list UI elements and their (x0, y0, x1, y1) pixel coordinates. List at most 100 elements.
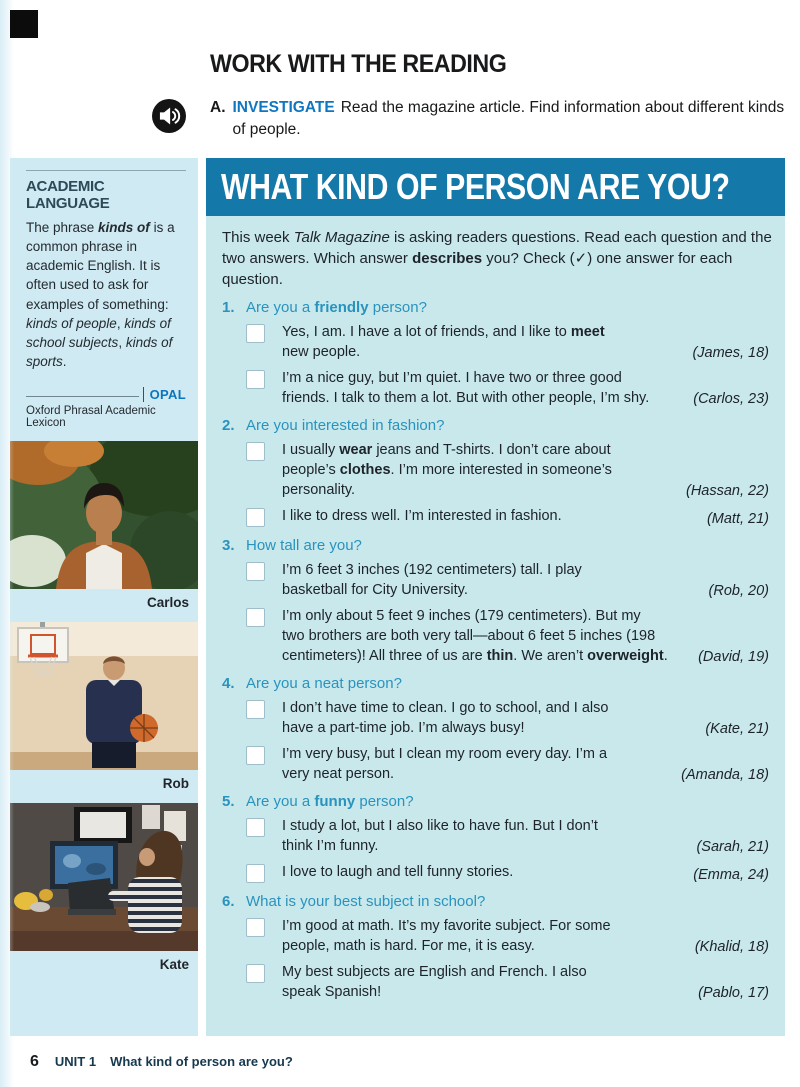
question-number: 4. (222, 674, 235, 692)
page-header: WORK WITH THE READING A. INVESTIGATE Read… (0, 0, 800, 142)
question-number: 1. (222, 298, 235, 316)
carlos-photo-image (10, 441, 198, 590)
answer-author: (Emma, 24) (693, 866, 769, 883)
answer-checkbox[interactable] (246, 863, 265, 883)
question-prompt: Are you a friendly person? (246, 298, 427, 316)
answer-author: (Hassan, 22) (685, 482, 769, 499)
answer-author: (Carlos, 23) (693, 390, 769, 407)
opal-source-name: Oxford Phrasal Academic Lexicon (26, 405, 156, 430)
activity-keyword: INVESTIGATE (232, 99, 335, 116)
photo-caption: Kate (159, 957, 189, 973)
answer-text: I’m very busy, but I clean my room every… (282, 745, 608, 782)
answer-author: (David, 19) (698, 648, 769, 665)
question-number: 2. (222, 416, 235, 434)
section-title: WORK WITH THE READING (210, 50, 507, 78)
answer-checkbox[interactable] (246, 699, 265, 719)
question-prompt: Are you a funny person? (246, 792, 414, 810)
answer-option: I’m good at math. It’s my favorite subje… (246, 916, 769, 956)
answer-author: (James, 18) (692, 344, 769, 361)
answer-checkbox[interactable] (246, 507, 265, 527)
photo-kate: Kate (10, 803, 198, 972)
answer-text: I study a lot, but I also like to have f… (282, 817, 598, 854)
answer-author: (Khalid, 18) (694, 938, 769, 955)
page-footer: 6 UNIT 1 What kind of person are you? (0, 1036, 800, 1071)
photo-caption: Rob (162, 776, 189, 792)
answer-author: (Rob, 20) (708, 582, 769, 599)
academic-language-title: ACADEMIC LANGUAGE (26, 177, 110, 212)
question-1: 1. Are you a friendly person? Yes, I am.… (222, 298, 769, 408)
answer-option: I usually wear jeans and T-shirts. I don… (246, 440, 769, 500)
answer-text: I’m good at math. It’s my favorite subje… (282, 917, 611, 954)
answer-checkbox[interactable] (246, 817, 265, 837)
answer-checkbox[interactable] (246, 561, 265, 581)
question-3: 3. How tall are you? I’m 6 feet 3 inches… (222, 536, 769, 666)
answer-checkbox[interactable] (246, 963, 265, 983)
answer-text: Yes, I am. I have a lot of friends, and … (282, 323, 605, 360)
article-header: WHAT KIND OF PERSON ARE YOU? (206, 157, 785, 216)
answer-text: My best subjects are English and French.… (282, 963, 587, 1000)
question-prompt: What is your best subject in school? (246, 892, 486, 910)
content-row: ACADEMIC LANGUAGE The phrase kinds of is… (0, 157, 800, 1036)
photo-carlos: Carlos (10, 441, 198, 610)
academic-language-box: ACADEMIC LANGUAGE The phrase kinds of is… (10, 158, 198, 429)
answer-author: (Kate, 21) (705, 720, 769, 737)
article-intro: This week Talk Magazine is asking reader… (222, 228, 772, 288)
divider (26, 169, 186, 171)
activity-a: A. INVESTIGATE Read the magazine article.… (152, 97, 785, 142)
question-6: 6. What is your best subject in school? … (222, 892, 769, 1002)
opal-label: OPAL (142, 387, 186, 403)
question-prompt: Are you a neat person? (246, 674, 402, 692)
sidebar: ACADEMIC LANGUAGE The phrase kinds of is… (10, 157, 198, 1036)
answer-option: I study a lot, but I also like to have f… (246, 816, 769, 856)
answer-checkbox[interactable] (246, 917, 265, 937)
kate-photo-image (10, 803, 198, 952)
magazine-article: WHAT KIND OF PERSON ARE YOU? This week T… (206, 157, 785, 1036)
page-number: 6 (30, 1052, 39, 1070)
question-5: 5. Are you a funny person? I study a lot… (222, 792, 769, 884)
unit-title: What kind of person are you? (110, 1053, 293, 1069)
answer-text: I’m only about 5 feet 9 inches (179 cent… (282, 607, 668, 664)
academic-language-body: The phrase kinds of is a common phrase i… (26, 219, 175, 370)
audio-speaker-icon[interactable] (152, 99, 186, 133)
activity-instruction: A. INVESTIGATE Read the magazine article.… (210, 97, 785, 142)
rob-photo-image (10, 622, 198, 771)
answer-checkbox[interactable] (246, 745, 265, 765)
unit-label: UNIT 1 (54, 1053, 97, 1069)
activity-letter: A. (210, 99, 226, 116)
answer-option: I don’t have time to clean. I go to scho… (246, 698, 769, 738)
answer-text: I’m a nice guy, but I’m quiet. I have tw… (282, 369, 650, 406)
answer-text: I like to dress well. I’m interested in … (282, 507, 562, 524)
answer-text: I’m 6 feet 3 inches (192 centimeters) ta… (282, 561, 582, 598)
answer-option: I like to dress well. I’m interested in … (246, 506, 769, 528)
article-body: This week Talk Magazine is asking reader… (206, 216, 785, 1008)
article-title: WHAT KIND OF PERSON ARE YOU? (221, 165, 730, 207)
activity-text: Read the magazine article. Find informat… (232, 99, 785, 139)
answer-checkbox[interactable] (246, 607, 265, 627)
answer-option: My best subjects are English and French.… (246, 962, 769, 1002)
answer-author: (Sarah, 21) (696, 838, 769, 855)
answer-option: I’m very busy, but I clean my room every… (246, 744, 769, 784)
answer-author: (Pablo, 17) (698, 984, 769, 1001)
answer-author: (Matt, 21) (706, 510, 769, 527)
answer-checkbox[interactable] (246, 441, 265, 461)
question-number: 3. (222, 536, 235, 554)
photo-rob: Rob (10, 622, 198, 791)
photo-caption: Carlos (146, 595, 189, 611)
answer-checkbox[interactable] (246, 323, 265, 343)
question-number: 6. (222, 892, 235, 910)
question-prompt: Are you interested in fashion? (246, 416, 445, 434)
answer-option: I’m 6 feet 3 inches (192 centimeters) ta… (246, 560, 769, 600)
answer-text: I usually wear jeans and T-shirts. I don… (282, 441, 612, 498)
opal-row: OPAL (26, 387, 186, 403)
answer-author: (Amanda, 18) (681, 766, 769, 783)
answer-text: I don’t have time to clean. I go to scho… (282, 699, 609, 736)
answer-option: I’m a nice guy, but I’m quiet. I have tw… (246, 368, 769, 408)
divider (26, 396, 139, 398)
answer-option: I love to laugh and tell funny stories. … (246, 862, 769, 884)
answer-option: Yes, I am. I have a lot of friends, and … (246, 322, 769, 362)
answer-option: I’m only about 5 feet 9 inches (179 cent… (246, 606, 769, 666)
answer-text: I love to laugh and tell funny stories. (282, 863, 514, 880)
answer-checkbox[interactable] (246, 369, 265, 389)
question-prompt: How tall are you? (246, 536, 362, 554)
